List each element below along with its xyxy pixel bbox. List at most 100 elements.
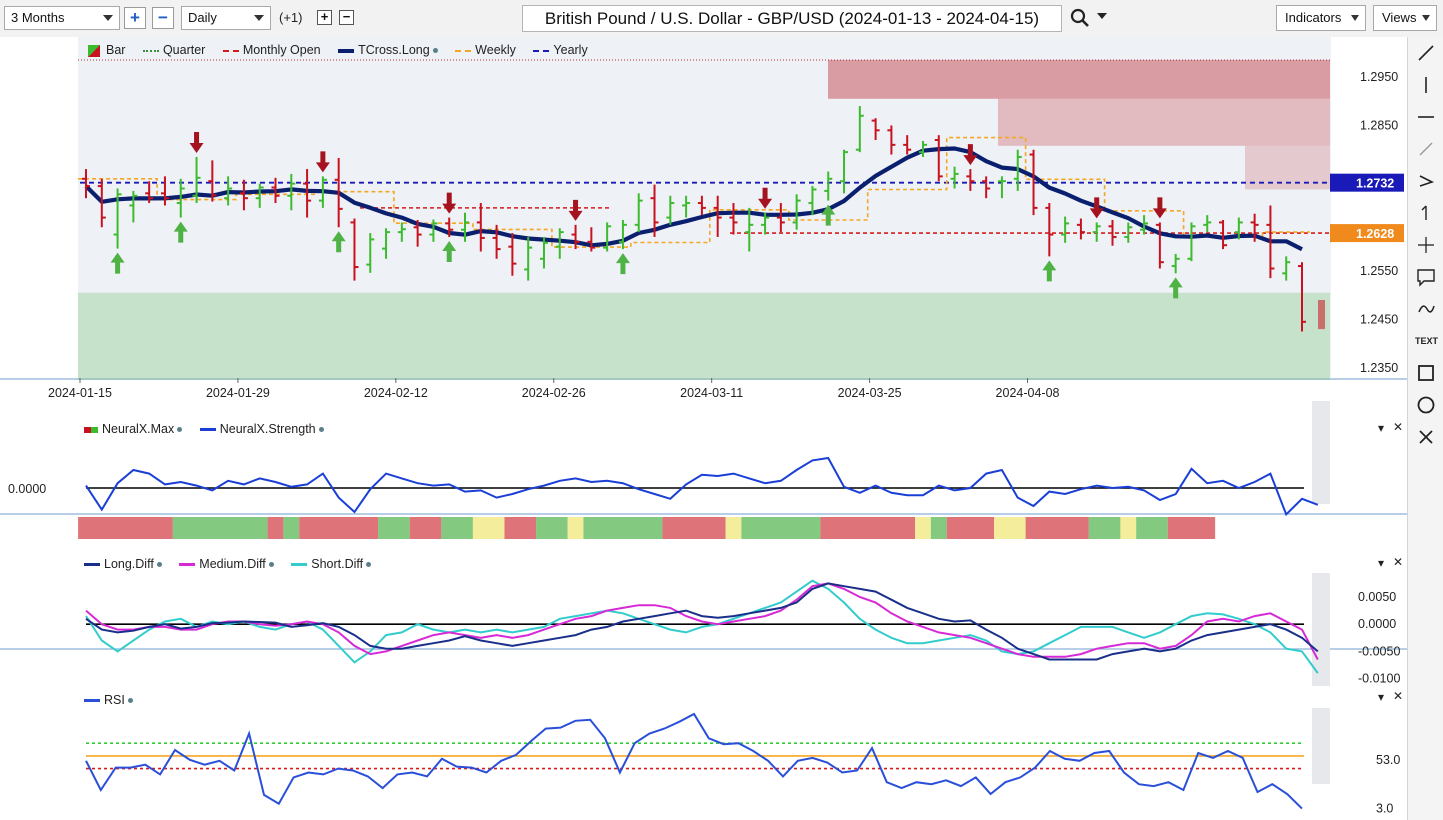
vertical-line-icon [1425,77,1427,93]
legend-bar[interactable]: Bar [88,43,125,57]
legend-weekly[interactable]: Weekly [455,43,516,57]
comment-icon [1417,269,1435,287]
price-bar [918,140,927,157]
diff-panel-close-button[interactable]: ✕ [1393,555,1404,569]
sell-arrow [1089,197,1104,219]
date-tick-label: 2024-01-29 [206,386,270,400]
legend-weekly-label: Weekly [475,43,516,57]
trend-line-tool[interactable] [1415,42,1437,64]
vertical-line-tool[interactable] [1415,74,1437,96]
settings-dot-icon [366,562,372,568]
chart-title-box[interactable]: British Pound / U.S. Dollar - GBP/USD (2… [522,5,1062,32]
search-button[interactable] [1068,6,1092,30]
chart-area[interactable]: 1.2950 1.2850 1.2550 1.2450 1.2350 1.2732 1.26… [0,37,1407,820]
neuralx-max-segment [78,517,173,539]
rsi-line [85,712,1303,810]
legend-monthly-open[interactable]: Monthly Open [222,43,321,57]
range-dropdown[interactable]: 3 Months [4,6,120,30]
minus-icon: − [342,9,351,24]
legend-medium-diff[interactable]: Medium.Diff [179,557,274,571]
settings-dot-icon [177,427,183,433]
price-bar [792,194,801,230]
sell-arrow [189,131,204,153]
plus-icon: + [130,8,140,27]
price-bar [966,169,975,191]
horizontal-line-tool[interactable] [1415,106,1437,128]
indicators-button[interactable]: Indicators [1276,5,1366,31]
rsi-panel-menu-button[interactable]: ▾ [1378,690,1385,704]
arrow-tool[interactable] [1415,170,1437,192]
medium-swatch [179,563,196,567]
price-bar [413,220,422,247]
neural-panel-close-button[interactable]: ✕ [1393,420,1404,434]
legend-long-diff[interactable]: Long.Diff [84,557,162,571]
price-bar [855,106,864,153]
neuralx-max-segment [1120,517,1137,539]
ellipse-tool[interactable] [1415,394,1437,416]
date-tick-label: 2024-04-08 [996,386,1060,400]
legend-rsi-label: RSI [104,693,125,707]
price-bar [113,188,122,249]
settings-dot-icon [432,48,438,54]
price-bar [476,203,485,252]
chevron-down-icon [254,15,264,21]
date-tick-label: 2024-01-15 [48,386,112,400]
price-bar [808,186,817,216]
diff-panel-menu-button[interactable]: ▾ [1378,556,1385,570]
legend-tcross[interactable]: TCross.Long [338,43,438,57]
neuralx-max-segment [567,517,584,539]
legend-neural-max[interactable]: NeuralX.Max [84,422,183,436]
legend-medium-label: Medium.Diff [199,557,266,571]
legend-neural-strength-label: NeuralX.Strength [219,422,316,436]
price-bar [192,156,201,204]
neuralx-max-segment [583,517,663,539]
price-bar [871,118,880,140]
neuralx-max-segment [1136,517,1168,539]
interval-dropdown[interactable]: Daily [181,6,271,30]
offset-label: (+1) [279,10,303,25]
sell-arrow [315,151,330,173]
legend-neural-strength[interactable]: NeuralX.Strength [199,422,324,436]
legend-rsi[interactable]: RSI [84,693,133,707]
price-bar [461,212,470,242]
crosshair-tool[interactable] [1415,234,1437,256]
price-bar [1124,222,1133,243]
buy-arrow [442,240,457,262]
price-bar [761,212,770,235]
resistance-zone [828,60,1330,99]
zoom-out-button[interactable]: − [152,7,174,29]
zoom-in-button[interactable]: + [124,7,146,29]
rectangle-icon [1418,365,1434,381]
delete-drawings-tool[interactable] [1415,426,1437,448]
offset-minus-button[interactable]: − [339,10,354,25]
measure-tool[interactable] [1415,202,1437,224]
curve-tool[interactable] [1415,298,1437,320]
legend-short-diff[interactable]: Short.Diff [291,557,372,571]
monthly-swatch [222,49,239,52]
date-tick-label: 2024-02-12 [364,386,428,400]
offset-plus-button[interactable]: + [317,10,332,25]
rsi-panel-close-button[interactable]: ✕ [1393,689,1404,703]
diff-tick-label: -0.0100 [1358,672,1400,686]
ray-tool[interactable] [1415,138,1437,160]
note-tool[interactable] [1415,266,1437,288]
search-dropdown-button[interactable] [1096,10,1108,25]
price-bar [618,220,627,250]
legend-yearly[interactable]: Yearly [533,43,588,57]
price-bar [129,190,138,223]
rectangle-tool[interactable] [1415,362,1437,384]
price-bar [1219,220,1228,250]
neural-panel-menu-button[interactable]: ▾ [1378,421,1385,435]
price-tick-label: 1.2850 [1360,118,1398,132]
views-button[interactable]: Views [1373,5,1437,31]
price-bar [1092,222,1101,242]
text-tool[interactable]: TEXT [1415,330,1438,352]
price-label-box [1330,224,1404,243]
chart-title: British Pound / U.S. Dollar - GBP/USD (2… [544,9,1040,28]
top-toolbar: 3 Months + − Daily (+1) + − British Poun… [0,0,1443,38]
price-bar [539,236,548,269]
legend-quarter[interactable]: Quarter [142,43,205,57]
price-bar [1298,262,1306,332]
legend-short-label: Short.Diff [311,557,364,571]
price-bar [682,195,691,218]
